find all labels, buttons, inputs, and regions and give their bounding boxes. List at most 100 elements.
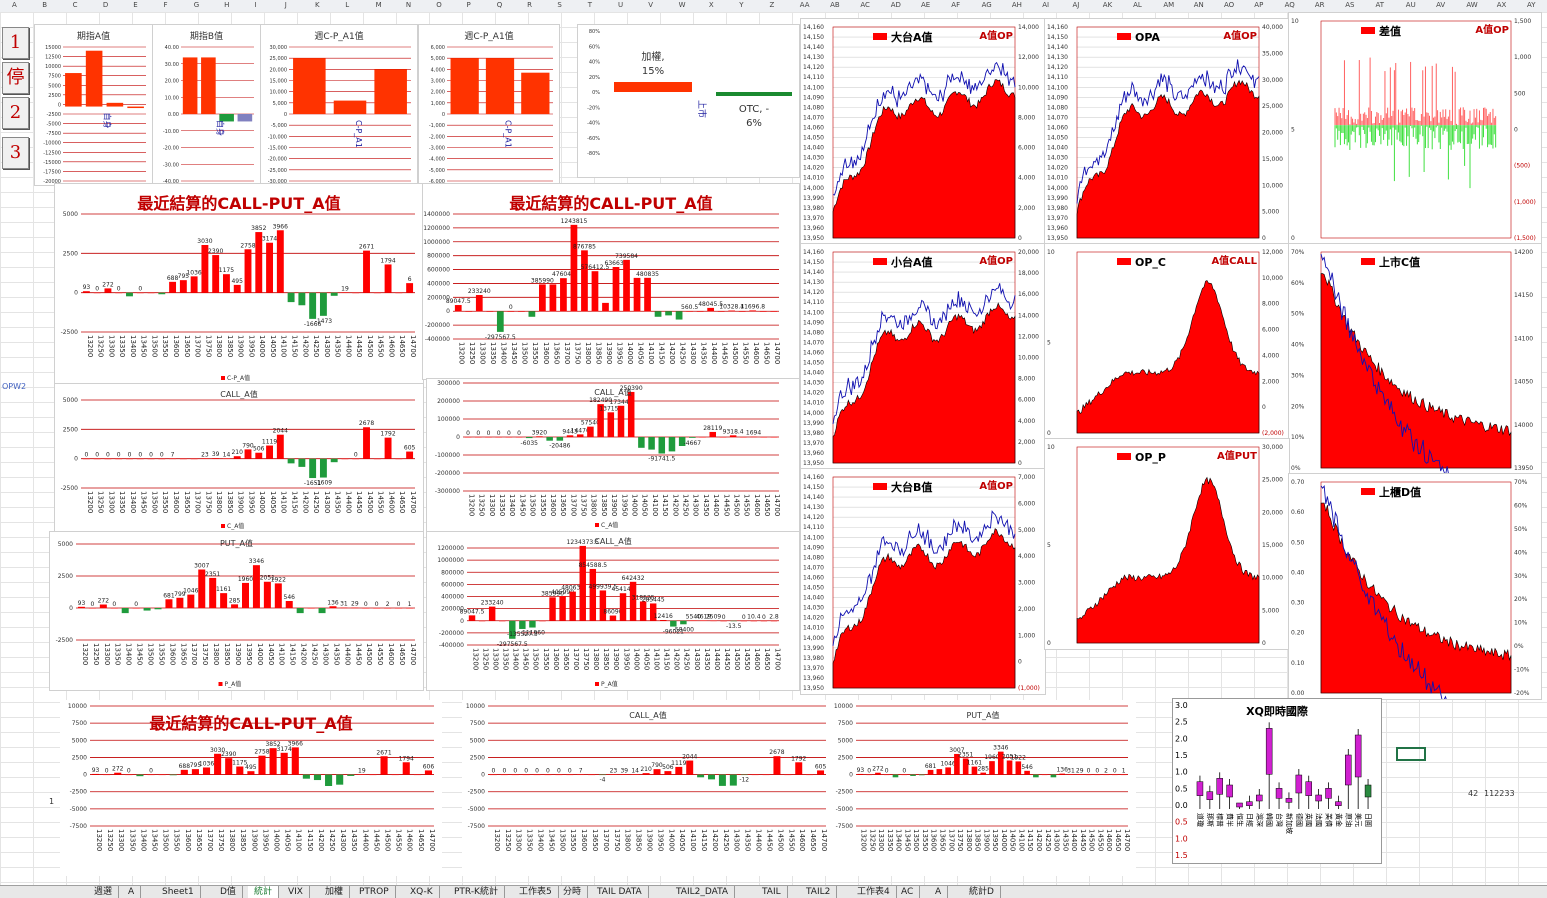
sheet-tab[interactable]: TAIL2 <box>800 886 838 898</box>
column-letter[interactable]: AO <box>1224 1 1235 9</box>
area-chart-listed-c[interactable]: 70% 60% 50% 40% 30% 20% 10% 0% 14200 14150 14100 14… <box>1288 243 1542 541</box>
column-letter[interactable]: AW <box>1466 1 1478 9</box>
sheet-tab[interactable]: VIX <box>282 886 310 898</box>
macro-button-3[interactable]: 3 <box>2 137 29 169</box>
bar-chart-cp-a[interactable]: 最近結算的CALL-PUT_A值 5000 2500 0 -2500 93 13200 0 13… <box>54 183 424 385</box>
sheet-tab[interactable]: 統計D <box>963 886 1001 898</box>
sheet-tab[interactable]: TAIL DATA <box>591 886 649 898</box>
column-letter[interactable]: AL <box>1133 1 1142 9</box>
column-letter[interactable]: M <box>375 1 382 9</box>
sheet-tab[interactable]: 分時 <box>557 886 589 898</box>
column-letter[interactable]: O <box>436 1 442 9</box>
column-letter[interactable]: U <box>618 1 624 9</box>
column-letter[interactable]: C <box>72 1 78 9</box>
column-letter[interactable]: R <box>527 1 532 9</box>
sheet-tab[interactable]: 加權 <box>319 886 351 898</box>
sheet-tab[interactable]: AC <box>895 886 921 898</box>
column-letter[interactable]: AY <box>1527 1 1536 9</box>
column-letter[interactable]: W <box>678 1 686 9</box>
column-letter[interactable]: L <box>345 1 350 9</box>
area-chart-mini-a[interactable]: 14,160 14,150 14,140 14,130 14,120 14,110 14,1… <box>800 243 1046 470</box>
small-chart-0[interactable]: 期指A值 15000 12500 10000 7500 5000 2500 0 -2500 -50… <box>34 24 153 186</box>
bar-chart-cp-a-bottom[interactable]: 最近結算的CALL-PUT_A值 10000 7500 5000 2500 0 -2500 -… <box>60 700 442 876</box>
bar-chart-put-a-bottom[interactable]: PUT_A值 10000 7500 5000 2500 0 -2500 -5000 -7500 9… <box>830 700 1136 876</box>
sheet-tab[interactable]: 工作表4 <box>851 886 897 898</box>
column-letter[interactable]: N <box>405 1 412 9</box>
column-letter[interactable]: AE <box>921 1 931 9</box>
column-letter[interactable]: P <box>466 1 471 9</box>
sheet-tab[interactable]: A <box>929 886 949 898</box>
column-letter[interactable]: AN <box>1193 1 1204 9</box>
column-letter[interactable]: AB <box>830 1 840 9</box>
sheet-tab[interactable]: XQ-K <box>404 886 440 898</box>
column-letter[interactable]: AH <box>1011 1 1022 9</box>
column-letter[interactable]: AS <box>1345 1 1355 9</box>
selected-cell[interactable] <box>1396 747 1426 761</box>
area-chart-opa[interactable]: 14,160 14,150 14,140 14,130 14,120 14,110 14,1… <box>1044 18 1290 245</box>
xq-international-chart[interactable]: XQ即時國際 3.0 2.5 2.0 1.5 1.0 0.5 0.0 0.5 1.0 1.5 道瓊 那斯… <box>1172 698 1382 864</box>
column-letter[interactable]: Q <box>496 1 503 9</box>
market-percent-chart[interactable]: 80% 60% 40% 20% 0% -20% -40% -60% -80% 加權, 15% OTC,… <box>577 24 800 178</box>
bar-chart-call-a[interactable]: CALL_A值 5000 2500 0 -2500 0 13200 0 13250 0 13300 0… <box>54 383 424 533</box>
small-chart-1[interactable]: 期指B值 40.00 30.00 20.00 10.00 0.00 -10.00 -20.00… <box>152 24 261 186</box>
sheet-tab[interactable]: TAIL <box>756 886 788 898</box>
sheet-tab[interactable]: Sheet1 <box>156 886 201 898</box>
column-letter[interactable]: AT <box>1375 1 1385 9</box>
column-letter[interactable]: AF <box>951 1 961 9</box>
bar-chart-call-a-bottom[interactable]: CALL_A值 10000 7500 5000 2500 0 -2500 -5000 -7500… <box>462 700 834 876</box>
column-letter[interactable]: V <box>648 1 654 9</box>
column-letter[interactable]: AP <box>1254 1 1264 9</box>
sheet-tab[interactable]: D值 <box>214 886 243 898</box>
column-letter[interactable]: AV <box>1436 1 1446 9</box>
column-letter[interactable]: I <box>254 1 257 9</box>
sheet-tab[interactable]: PTROP <box>353 886 396 898</box>
column-letter[interactable]: B <box>42 1 48 9</box>
sheet-tab[interactable]: 週選 <box>88 886 120 898</box>
column-letter[interactable]: X <box>708 1 714 9</box>
column-letter[interactable]: AA <box>799 1 810 9</box>
column-letter[interactable]: AK <box>1102 1 1113 9</box>
area-chart-op-c[interactable]: 10 5 0 12,000 10,000 8,000 6,000 4,000 2,000 0 (2,… <box>1044 243 1290 440</box>
bar-chart-put-a[interactable]: PUT_A值 5000 2500 0 -2500 93 13200 0 13250 272 1330… <box>49 531 424 691</box>
area-chart-big-b[interactable]: 14,160 14,150 14,140 14,130 14,120 14,110 14,1… <box>800 468 1046 695</box>
column-letter[interactable]: S <box>557 1 562 9</box>
small-chart-3[interactable]: 週C-P_A1值 6,000 5,000 4,000 3,000 2,000 1,000 0 -… <box>418 24 560 186</box>
column-letter[interactable]: AR <box>1314 1 1325 9</box>
column-letter[interactable]: AC <box>860 1 870 9</box>
column-letter[interactable]: AD <box>890 1 901 9</box>
column-letter[interactable]: A <box>12 1 17 9</box>
area-chart-big-a[interactable]: 14,160 14,150 14,140 14,130 14,120 14,110 14,1… <box>800 18 1046 245</box>
column-letter[interactable]: J <box>284 1 287 9</box>
column-letter[interactable]: AX <box>1496 1 1507 9</box>
column-letter[interactable]: D <box>102 1 109 9</box>
column-letter[interactable]: AM <box>1163 1 1175 9</box>
macro-button-stop[interactable]: 停 <box>2 62 29 94</box>
sheet-tab[interactable]: A <box>122 886 142 898</box>
column-letter[interactable]: AQ <box>1284 1 1295 9</box>
area-chart-otc-d[interactable]: 0.70 0.60 0.50 0.40 0.30 0.20 0.10 0.00 70% 60% 50… <box>1288 473 1542 760</box>
column-letter[interactable]: E <box>133 1 138 9</box>
column-letter[interactable]: AI <box>1042 1 1050 9</box>
column-letter[interactable]: G <box>193 1 200 9</box>
area-chart-diff[interactable]: 10 5 0 1,500 1,000 500 0 (500) (1,000) (1,500) 差值 A… <box>1288 12 1542 245</box>
macro-button-2[interactable]: 2 <box>2 97 29 129</box>
column-letter[interactable]: AU <box>1405 1 1416 9</box>
column-letter[interactable]: Z <box>769 1 775 9</box>
sheet-tab[interactable]: 工作表5 <box>513 886 559 898</box>
column-letter[interactable]: AJ <box>1072 1 1080 9</box>
small-chart-2[interactable]: 週C-P_A1值 30,000 25,000 20,000 15,000 10,000 5,… <box>260 24 418 186</box>
column-letter[interactable]: Y <box>739 1 744 9</box>
column-letter[interactable]: K <box>315 1 320 9</box>
area-chart-op-p[interactable]: 10 5 0 30,000 25,000 20,000 15,000 10,000 5,000 0… <box>1044 438 1290 650</box>
column-letter[interactable]: T <box>587 1 592 9</box>
bar-chart-cp-value[interactable]: 最近結算的CALL-PUT_A值 1400000 1200000 1000000 800… <box>422 183 800 380</box>
sheet-tab[interactable]: 統計 <box>248 886 280 898</box>
bar-chart-call-value[interactable]: CALL_A值 300000 200000 100000 0 -100000 -200000… <box>426 378 800 532</box>
sheet-tab[interactable]: TAIL2_DATA <box>670 886 736 898</box>
column-letter[interactable]: AG <box>981 1 992 9</box>
bar-chart-put-value[interactable]: CALL_A值 1200000 1000000 800000 600000 400000 2… <box>426 531 800 691</box>
sheet-tab[interactable]: PTR-K統計 <box>448 886 505 898</box>
column-letter[interactable]: H <box>224 1 230 9</box>
macro-button-1[interactable]: 1 <box>2 27 29 59</box>
column-letter[interactable]: F <box>163 1 168 9</box>
